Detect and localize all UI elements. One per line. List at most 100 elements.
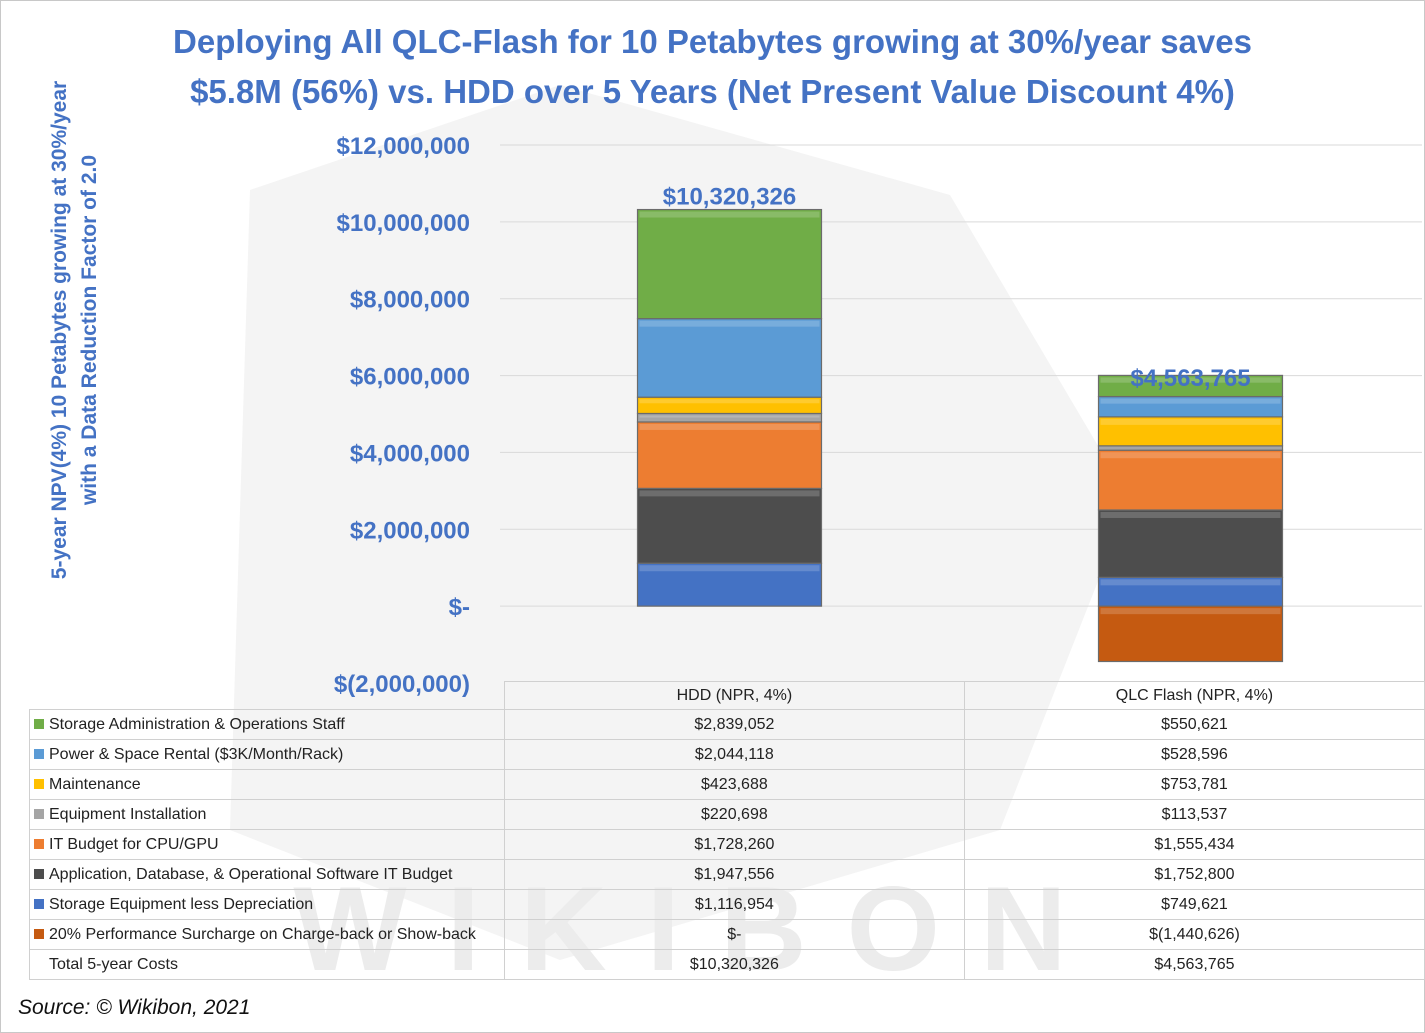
- bar-1-20-performance-surcharge-on-charge-back-or-show-back: [1097, 605, 1284, 663]
- series-name: Equipment Installation: [49, 805, 207, 823]
- cell-value: $(1,440,626): [963, 919, 1425, 950]
- bars: [636, 208, 1284, 663]
- legend-key: [34, 778, 44, 789]
- cell-value: $1,752,800: [963, 859, 1425, 890]
- legend-key: [34, 748, 44, 759]
- cell-value: $220,698: [503, 799, 965, 830]
- total-row-label: Total 5-year Costs: [49, 955, 178, 973]
- cell-value: $1,116,954: [503, 889, 965, 920]
- source-note: Source: © Wikibon, 2021: [18, 996, 251, 1019]
- bar-0-equipment-installation: [636, 412, 823, 423]
- column-header-1: QLC Flash (NPR, 4%): [963, 681, 1425, 710]
- y-tick-label: $6,000,000: [350, 364, 470, 391]
- row-label: 20% Performance Surcharge on Charge-back…: [29, 919, 505, 950]
- cell-value: $550,621: [963, 709, 1425, 740]
- chart-title-line-1: Deploying All QLC-Flash for 10 Petabytes…: [173, 23, 1252, 60]
- cell-value: $528,596: [963, 739, 1425, 770]
- total-value: $4,563,765: [963, 949, 1425, 980]
- bar-1-it-budget-for-cpu-gpu: [1097, 449, 1284, 511]
- data-table: HDD (NPR, 4%) QLC Flash (NPR, 4%) Storage …: [29, 681, 1425, 980]
- table-total-row: Total 5-year Costs $10,320,326 $4,563,765: [29, 949, 1425, 980]
- total-label-0: $10,320,326: [663, 184, 796, 211]
- bar-highlight: [639, 211, 820, 218]
- legend-key: [34, 718, 44, 729]
- y-tick-label: $4,000,000: [350, 440, 470, 467]
- series-name: IT Budget for CPU/GPU: [49, 835, 219, 853]
- cell-value: $2,044,118: [503, 739, 965, 770]
- table-row: Application, Database, & Operational Sof…: [29, 859, 1425, 890]
- row-label: Storage Equipment less Depreciation: [29, 889, 505, 920]
- cell-value: $113,537: [963, 799, 1425, 830]
- legend-key: [34, 928, 44, 939]
- series-name: Storage Administration & Operations Staf…: [49, 715, 345, 733]
- bar-highlight: [639, 423, 820, 430]
- table-row: IT Budget for CPU/GPU $1,728,260 $1,555,43…: [29, 829, 1425, 860]
- cell-value: $1,555,434: [963, 829, 1425, 860]
- cell-value: $1,728,260: [503, 829, 965, 860]
- bar-highlight: [639, 320, 820, 327]
- table-corner: [29, 681, 505, 710]
- series-name: Power & Space Rental ($3K/Month/Rack): [49, 745, 344, 763]
- row-label: Maintenance: [29, 769, 505, 800]
- bar-highlight: [639, 415, 820, 418]
- cell-value: $749,621: [963, 889, 1425, 920]
- column-header-0: HDD (NPR, 4%): [503, 681, 965, 710]
- total-label-1: $4,563,765: [1130, 365, 1250, 392]
- legend-key: [34, 838, 44, 849]
- bar-0-power-space-rental-3k-month-rack: [636, 318, 823, 398]
- cell-value: $753,781: [963, 769, 1425, 800]
- y-tick-label: $10,000,000: [337, 210, 470, 237]
- series-name: Maintenance: [49, 775, 141, 793]
- bar-highlight: [1100, 398, 1281, 404]
- cell-value: $-: [503, 919, 965, 950]
- bar-highlight: [639, 399, 820, 404]
- series-name: Storage Equipment less Depreciation: [49, 895, 314, 913]
- bar-highlight: [639, 565, 820, 572]
- cell-value: $2,839,052: [503, 709, 965, 740]
- y-tick-label: $8,000,000: [350, 287, 470, 314]
- table-row: Equipment Installation $220,698 $113,537: [29, 799, 1425, 830]
- row-label: IT Budget for CPU/GPU: [29, 829, 505, 860]
- table-row: Storage Equipment less Depreciation $1,11…: [29, 889, 1425, 920]
- table-row: Power & Space Rental ($3K/Month/Rack) $2,…: [29, 739, 1425, 770]
- bar-0-storage-administration-operations-staff: [636, 208, 823, 320]
- bar-0-storage-equipment-less-depreciation: [636, 562, 823, 607]
- total-value: $10,320,326: [503, 949, 965, 980]
- series-name: Application, Database, & Operational Sof…: [49, 865, 453, 883]
- bar-0-application-database-operational-software-it-budget: [636, 487, 823, 564]
- bar-highlight: [1100, 377, 1281, 383]
- bar-highlight: [1100, 579, 1281, 586]
- cell-value: $423,688: [503, 769, 965, 800]
- bar-highlight: [1100, 608, 1281, 615]
- row-label: Storage Administration & Operations Staf…: [29, 709, 505, 740]
- legend-key-blank: [34, 959, 44, 969]
- legend-key: [34, 898, 44, 909]
- bar-highlight: [639, 490, 820, 497]
- chart-title-line-2: $5.8M (56%) vs. HDD over 5 Years (Net Pr…: [190, 73, 1235, 110]
- y-tick-label: $2,000,000: [350, 517, 470, 544]
- y-axis-ticks: $12,000,000 $10,000,000 $8,000,000 $6,000,0…: [334, 133, 470, 698]
- table-header-row: HDD (NPR, 4%) QLC Flash (NPR, 4%): [29, 681, 1425, 710]
- y-tick-label: $12,000,000: [337, 133, 470, 160]
- row-label: Total 5-year Costs: [29, 949, 505, 980]
- bar-0-it-budget-for-cpu-gpu: [636, 421, 823, 489]
- table-row: 20% Performance Surcharge on Charge-back…: [29, 919, 1425, 950]
- row-label: Equipment Installation: [29, 799, 505, 830]
- y-tick-label: $-: [449, 594, 470, 621]
- bar-highlight: [1100, 452, 1281, 459]
- bar-1-application-database-operational-software-it-budget: [1097, 509, 1284, 578]
- total-labels: $10,320,326 $4,563,765: [663, 184, 1251, 392]
- bar-highlight: [1100, 511, 1281, 518]
- bar-1-maintenance: [1097, 416, 1284, 447]
- bar-1-equipment-installation: [1097, 445, 1284, 451]
- bar-highlight: [1100, 418, 1281, 425]
- legend-key: [34, 808, 44, 819]
- table-row: Maintenance $423,688 $753,781: [29, 769, 1425, 800]
- row-label: Application, Database, & Operational Sof…: [29, 859, 505, 890]
- series-name: 20% Performance Surcharge on Charge-back…: [49, 925, 476, 943]
- cell-value: $1,947,556: [503, 859, 965, 890]
- table-row: Storage Administration & Operations Staf…: [29, 709, 1425, 740]
- stacked-bar-chart: $12,000,000 $10,000,000 $8,000,000 $6,000,0…: [334, 133, 1422, 698]
- row-label: Power & Space Rental ($3K/Month/Rack): [29, 739, 505, 770]
- legend-key: [34, 868, 44, 879]
